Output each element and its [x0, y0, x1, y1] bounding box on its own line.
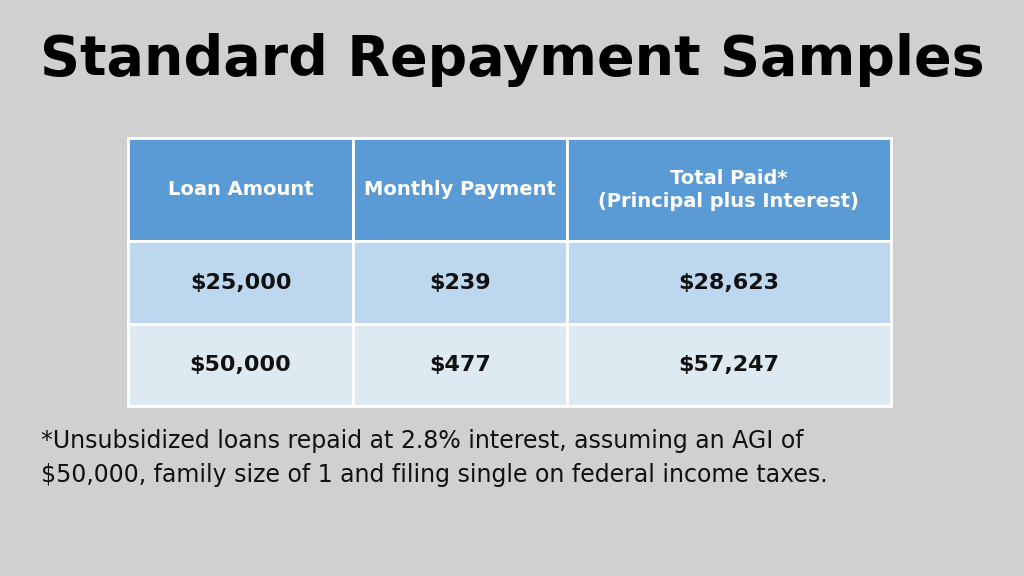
Text: *Unsubsidized loans repaid at 2.8% interest, assuming an AGI of
$50,000, family : *Unsubsidized loans repaid at 2.8% inter…: [41, 429, 827, 487]
FancyBboxPatch shape: [566, 241, 891, 324]
FancyBboxPatch shape: [128, 241, 353, 324]
Text: $57,247: $57,247: [678, 355, 779, 375]
FancyBboxPatch shape: [128, 324, 353, 406]
Text: Total Paid*
(Principal plus Interest): Total Paid* (Principal plus Interest): [598, 169, 859, 211]
FancyBboxPatch shape: [566, 138, 891, 241]
Text: Loan Amount: Loan Amount: [168, 180, 313, 199]
FancyBboxPatch shape: [353, 241, 566, 324]
FancyBboxPatch shape: [566, 324, 891, 406]
Text: Standard Repayment Samples: Standard Repayment Samples: [40, 33, 984, 88]
Text: $25,000: $25,000: [189, 272, 291, 293]
Text: Monthly Payment: Monthly Payment: [364, 180, 556, 199]
Text: $28,623: $28,623: [678, 272, 779, 293]
Text: $239: $239: [429, 272, 490, 293]
Text: $50,000: $50,000: [189, 355, 292, 375]
FancyBboxPatch shape: [353, 138, 566, 241]
FancyBboxPatch shape: [353, 324, 566, 406]
FancyBboxPatch shape: [128, 138, 353, 241]
Text: $477: $477: [429, 355, 490, 375]
